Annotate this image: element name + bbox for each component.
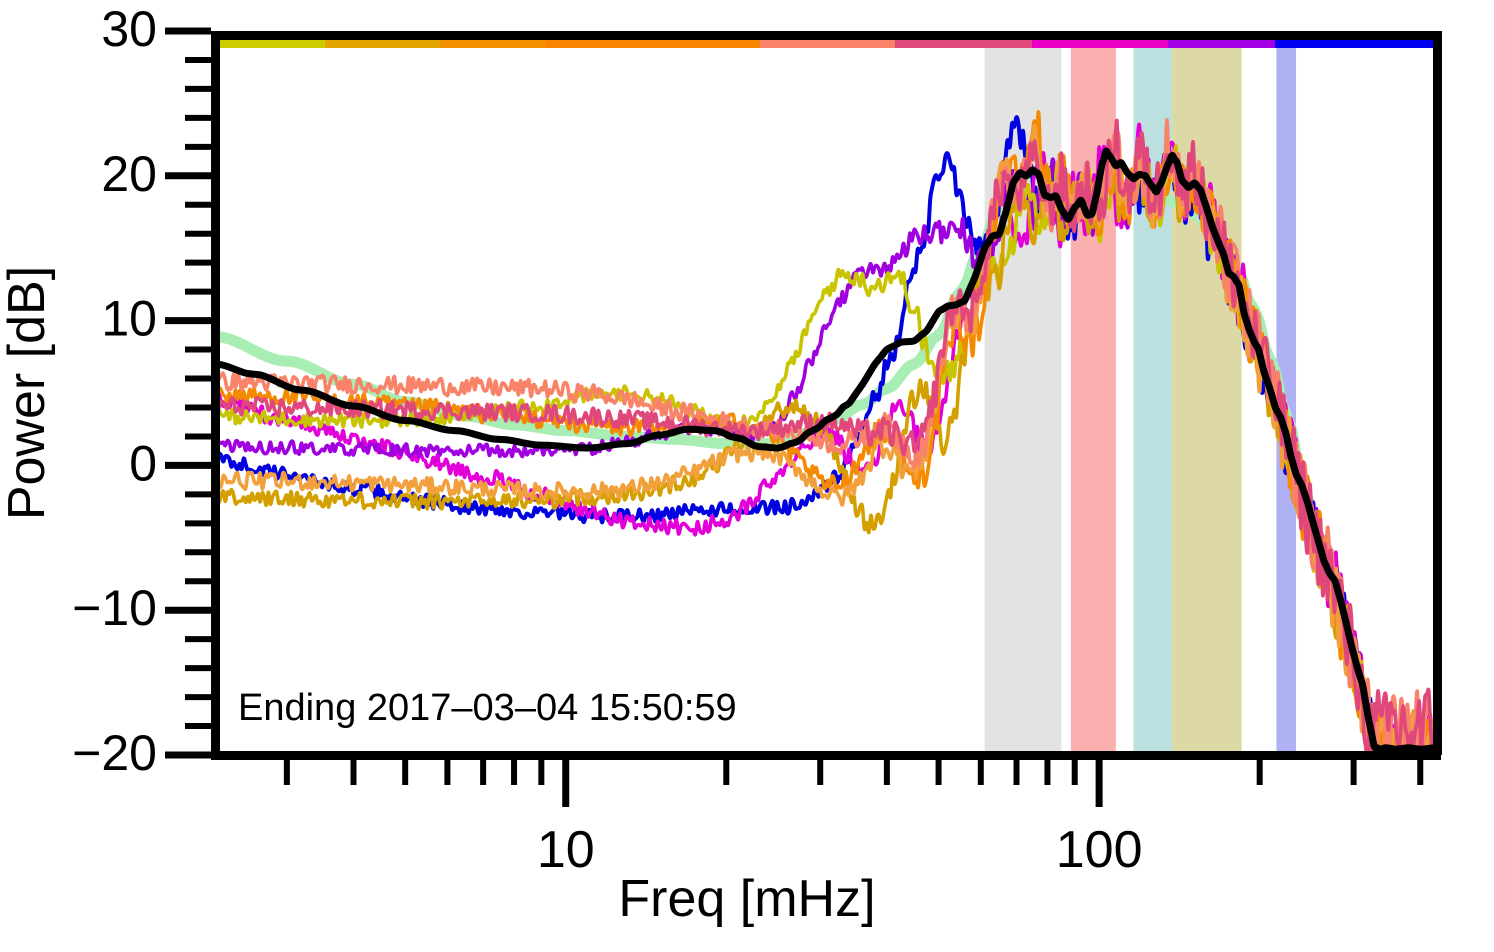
frame-top xyxy=(211,31,1441,40)
series-trace-crimson xyxy=(215,118,1437,755)
band-lavender xyxy=(1276,31,1297,755)
frame-bottom xyxy=(211,751,1441,760)
ending-timestamp-annotation: Ending 2017‒03‒04 15:50:59 xyxy=(238,687,737,729)
x-axis-label: Freq [mHz] xyxy=(618,870,875,928)
frame-left xyxy=(211,31,220,755)
y-tick-label-2: 10 xyxy=(101,291,157,347)
series-trace-salmon xyxy=(215,118,1437,755)
y-tick-label-4: −10 xyxy=(72,580,157,636)
axes-frame xyxy=(211,31,1442,760)
series-group xyxy=(215,110,1437,755)
series-mean-black xyxy=(215,147,1437,753)
series-trace-orange2 xyxy=(215,123,1437,755)
y-tick-label-5: −20 xyxy=(72,725,157,781)
band-khaki xyxy=(1172,31,1242,755)
y-tick-label-3: 0 xyxy=(129,435,157,491)
y-axis-label: Power [dB] xyxy=(0,266,56,520)
frame-right xyxy=(1433,31,1442,755)
y-tick-label-0: 30 xyxy=(101,1,157,57)
x-tick-label-1: 100 xyxy=(1056,821,1143,879)
y-tick-label-1: 20 xyxy=(101,146,157,202)
x-tick-label-0: 10 xyxy=(537,821,595,879)
